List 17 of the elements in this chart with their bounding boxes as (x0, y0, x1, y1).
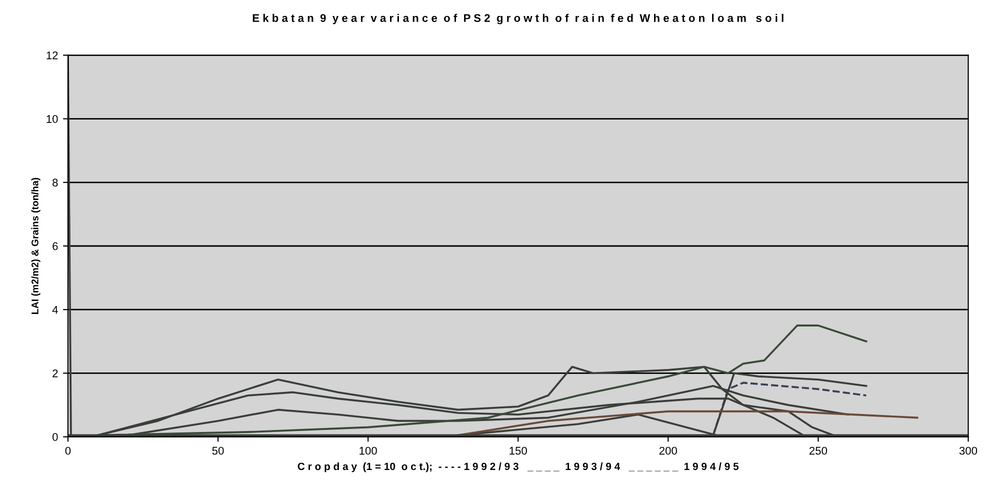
y-tick-label: 8 (52, 178, 58, 187)
x-tick-label: 300 (959, 446, 978, 455)
y-tick-label: 4 (52, 306, 58, 314)
y-tick-label: 6 (52, 242, 58, 250)
y-tick-label: 2 (52, 369, 58, 378)
y-tick-label: 0 (52, 433, 58, 441)
y-axis-title: LAI (m2/m2) & Grains (ton/ha) (31, 178, 40, 314)
y-tick-label: 10 (46, 115, 58, 123)
x-tick-label: 0 (65, 446, 71, 455)
x-tick-label: 200 (659, 446, 677, 455)
x-axis-title: C r o p d a y (1 = 10 o c t.); - - - - 1 9 9 2 / 9 3 _ _ _ _ 1 9 9 3 / 9 4 _ _ _ _ _ _ 1 9 9 4 / 9 5 (298, 462, 739, 472)
y-tick-label: 12 (46, 51, 58, 60)
x-tick-label: 250 (809, 446, 828, 455)
x-tick-label: 100 (360, 446, 377, 455)
x-tick-label: 50 (212, 446, 224, 455)
x-tick-label: 150 (510, 446, 527, 455)
chart-title: E k b a t a n 9 y e a r v a r i a n c e o f P S 2 g r o w t h o f r a i n f e d W h e a t o n l o a m s o i l (252, 14, 784, 24)
